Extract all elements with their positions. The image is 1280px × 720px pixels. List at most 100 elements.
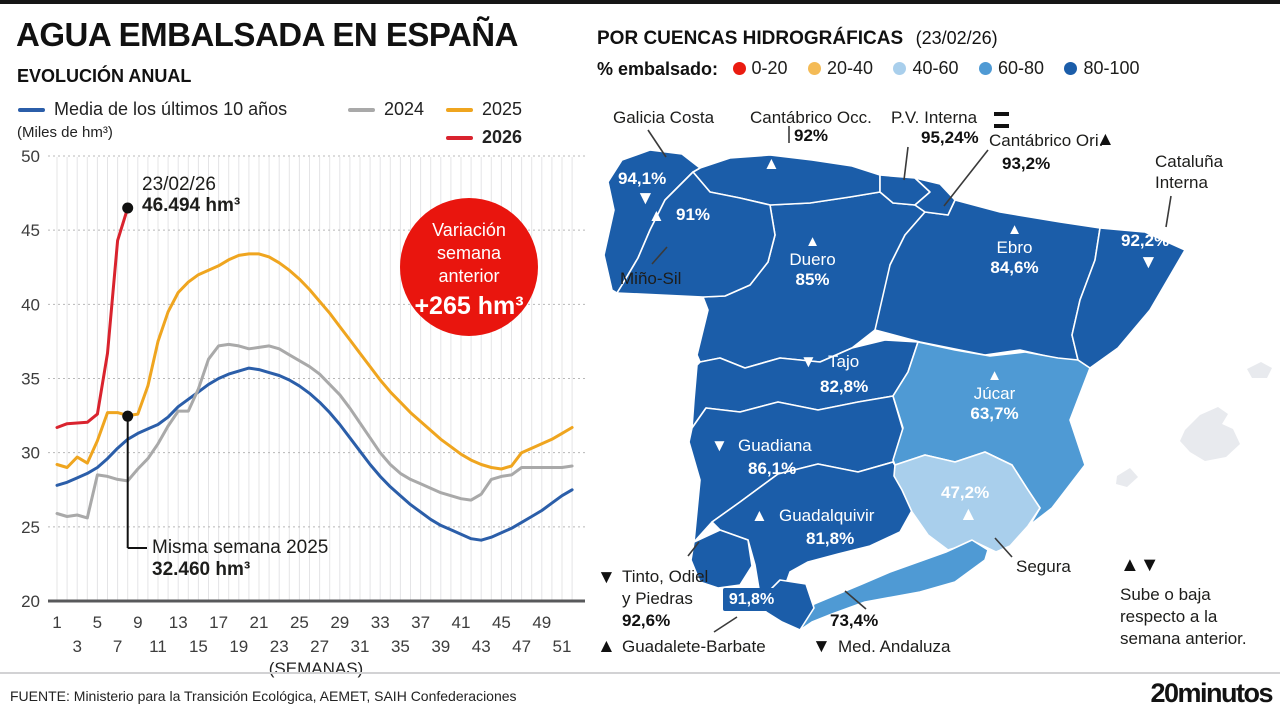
legend-swatch-media	[18, 107, 45, 112]
current-point-dot	[122, 202, 134, 214]
x-tick-label: 25	[290, 613, 309, 632]
up-arrow-icon-ebro: ▲	[1007, 221, 1022, 238]
x-tick-label: 7	[113, 637, 122, 656]
up-arrow-icon-cantabrico-ori: ▲	[1096, 129, 1115, 150]
page-title: AGUA EMBALSADA EN ESPAÑA	[16, 16, 518, 53]
chart-units-label: (Miles de hm³)	[17, 124, 113, 141]
name-guadiana: Guadiana	[738, 436, 812, 455]
footer-divider	[0, 672, 1280, 674]
legend-item-2025: 2025	[446, 99, 522, 120]
leader-line	[647, 129, 667, 158]
map-label-duero: ▲ Duero 85%	[770, 234, 855, 290]
legend-swatch-2024	[348, 107, 375, 112]
x-tick-label: 47	[512, 637, 531, 656]
pct-pv-interna: 95,24%	[921, 128, 979, 147]
map-legend-item-2: 40-60	[893, 58, 959, 79]
legend-swatch-2026	[446, 135, 473, 140]
legend-dot-20-40	[807, 62, 821, 75]
x-tick-label: 49	[532, 613, 551, 632]
x-tick-label: 5	[93, 613, 102, 632]
up-arrow-icon-mino: ▲	[648, 206, 665, 225]
up-arrow-icon-duero: ▲	[805, 233, 820, 250]
legend-swatch-2025	[446, 107, 473, 112]
up-arrow-icon-guadalquivir: ▲	[751, 506, 768, 525]
leader-line	[994, 537, 1013, 558]
top-border-bar	[0, 0, 1280, 4]
map-header: POR CUENCAS HIDROGRÁFICAS (23/02/26)	[597, 28, 998, 50]
x-tick-label: 15	[189, 637, 208, 656]
series-2025	[55, 252, 574, 471]
legend-dot-60-80	[978, 62, 992, 75]
basin-med_andaluza	[799, 539, 989, 631]
x-tick-label: 37	[411, 613, 430, 632]
label-cataluna-interna: Cataluña Interna	[1155, 152, 1224, 192]
pct-guadalquivir: 81,8%	[806, 529, 855, 548]
up-arrow-icon-guadalete: ▲	[597, 636, 616, 657]
map-date: (23/02/26)	[915, 28, 998, 48]
label-cantabrico-occ: Cantábrico Occ.	[750, 108, 872, 127]
x-tick-label: 41	[452, 613, 471, 632]
series-2026	[55, 206, 130, 429]
pct-med-andaluza: 73,4%	[830, 611, 879, 630]
chart-subtitle: EVOLUCIÓN ANUAL	[17, 66, 192, 86]
map-label-ebro: ▲ Ebro 84,6%	[972, 222, 1057, 278]
leader-line	[651, 246, 668, 265]
y-tick-label: 45	[21, 221, 40, 240]
pct-tinto: 92,6%	[622, 611, 671, 630]
legend-label-2025: 2025	[482, 99, 523, 119]
pct-cantabrico-ori: 93,2%	[1002, 154, 1051, 173]
annotation-prev-line2: 32.460 hm³	[152, 559, 251, 580]
x-tick-label: 23	[270, 637, 289, 656]
island-ibiza	[1116, 468, 1138, 487]
map-legend: % embalsado: 0-20 20-40 40-60 60-80 80-1…	[597, 58, 1140, 80]
y-tick-label: 25	[21, 518, 40, 537]
legend-range-40-60: 40-60	[912, 58, 959, 78]
leader-line	[713, 616, 738, 633]
label-cantabrico-ori: Cantábrico Ori.	[989, 131, 1104, 150]
y-tick-label: 20	[21, 592, 40, 611]
label-galicia-costa: Galicia Costa	[613, 108, 715, 127]
legend-dot-80-100	[1064, 62, 1078, 75]
island-menorca	[1247, 362, 1272, 378]
x-tick-label: 45	[492, 613, 511, 632]
legend-label-2026: 2026	[482, 127, 523, 147]
pct-segura: 47,2%	[941, 483, 990, 502]
variation-line3: anterior	[438, 266, 500, 286]
legend-range-80-100: 80-100	[1083, 58, 1140, 78]
label-pv-interna: P.V. Interna	[891, 108, 978, 127]
variation-value: +265 hm³	[414, 292, 524, 320]
x-tick-label: 39	[431, 637, 450, 656]
pct-chip-guadalete: 91,8%	[723, 588, 780, 611]
legend-label-media: Media de los últimos 10 años	[54, 99, 288, 119]
name-ebro: Ebro	[996, 238, 1033, 257]
leader-line	[903, 146, 909, 181]
x-tick-label: 29	[330, 613, 349, 632]
name-tajo: Tajo	[828, 352, 860, 371]
legend-range-0-20: 0-20	[751, 58, 788, 78]
leader-line	[943, 149, 989, 207]
down-arrow-icon-cataluna: ▼	[1139, 252, 1158, 273]
x-tick-label: 27	[310, 637, 329, 656]
x-tick-label: 43	[472, 637, 491, 656]
pct-galicia-costa: 94,1%	[618, 169, 667, 188]
legend-label-2024: 2024	[384, 99, 425, 119]
name-guadalquivir: Guadalquivir	[779, 506, 875, 525]
map-title: POR CUENCAS HIDROGRÁFICAS	[597, 28, 904, 49]
leader-line	[1165, 195, 1172, 228]
label-segura: Segura	[1016, 557, 1071, 576]
map-legend-item-4: 80-100	[1064, 58, 1140, 79]
pct-duero: 85%	[795, 270, 830, 289]
legend-dot-0-20	[732, 62, 746, 75]
x-tick-label: 33	[371, 613, 390, 632]
trend-arrows-icon: ▲▼	[1120, 554, 1160, 576]
basins-map	[603, 126, 1272, 633]
down-arrow-icon-guadiana: ▼	[711, 436, 728, 455]
equal-icon	[994, 112, 1009, 128]
label-mino-sil: Miño-Sil	[620, 269, 682, 288]
pct-cataluna-interna: 92,2%	[1121, 231, 1170, 250]
y-tick-label: 30	[21, 444, 40, 463]
variation-line2: semana	[436, 243, 502, 263]
island-mallorca	[1180, 407, 1240, 461]
map-legend-label: % embalsado:	[597, 59, 719, 79]
x-tick-label: 3	[72, 637, 81, 656]
